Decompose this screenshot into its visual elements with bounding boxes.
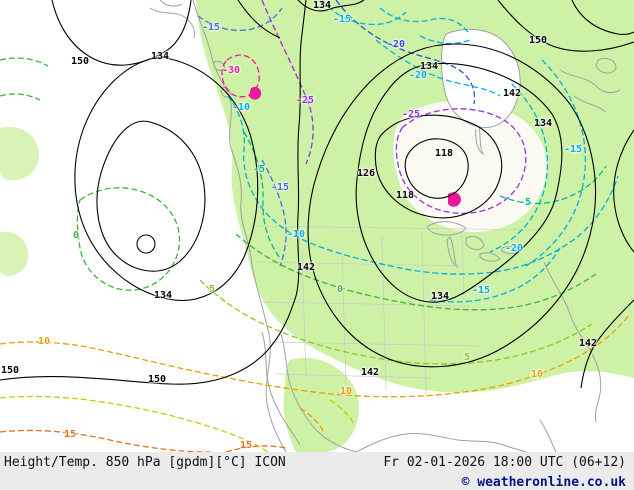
temp-contour--15-blue-a (197, 7, 283, 32)
coastline-mexico-west (280, 333, 357, 452)
coastline-baja-west (265, 355, 287, 452)
coastline-florida (539, 419, 557, 452)
coastline-east (543, 261, 602, 423)
shading-hole-pale (393, 100, 547, 232)
temp-contour--20-cyan-a (375, 39, 501, 97)
footer-copyright-row: © weatheronline.co.uk (0, 470, 634, 490)
temp-contour--5a (243, 131, 281, 259)
temp-contour-0-spiral (76, 187, 181, 291)
border-us-canada (249, 225, 541, 231)
temp-contour--15-blue-b (261, 159, 287, 267)
border-v2 (341, 251, 347, 386)
height-contour-126 (374, 114, 503, 219)
border-h3 (267, 341, 481, 347)
temp-blob--30b (448, 192, 461, 207)
border-h1 (257, 261, 461, 267)
temp-contour-yellow (0, 395, 269, 452)
map-title: Height/Temp. 850 hPa [gpdm][°C] ICON (4, 455, 286, 470)
weather-map: 150 150 150 150 142 142 142 142 134 134 134 134 134 1… (0, 0, 634, 452)
footer-caption-row: Height/Temp. 850 hPa [gpdm][°C] ICON Fr … (0, 452, 634, 470)
island-newfoundland (595, 57, 617, 74)
border-v4 (421, 231, 427, 397)
temp-contour--15-cyan-a (321, 0, 407, 26)
temp-contour-10 (0, 313, 631, 398)
temp-contour-5 (199, 279, 593, 365)
hudson-bay (440, 28, 521, 128)
coastline-stlawrence-1 (559, 69, 621, 94)
border-h4 (275, 373, 431, 379)
temp-blob--30a (249, 86, 262, 100)
border-v5 (461, 231, 465, 301)
temp-contour--15-cyan-b (525, 59, 586, 267)
temp-contour--15-cyan-c (429, 247, 561, 303)
temp-shading (0, 0, 634, 452)
border-v1 (301, 249, 307, 379)
copyright-link[interactable]: © weatheronline.co.uk (461, 475, 626, 490)
border-h2 (261, 301, 471, 307)
coastline-alaska-1 (149, 7, 195, 39)
temp-contour-15b (225, 445, 287, 452)
coastline-alaska-2 (159, 0, 183, 7)
island-1 (213, 61, 225, 71)
james-bay (475, 126, 485, 156)
coastline-stlawrence-2 (573, 95, 607, 113)
coastlines (149, 0, 621, 452)
temp-contour--25b (395, 108, 527, 214)
temp-squiggle-orange-mx (299, 407, 325, 433)
lake-huron (465, 235, 485, 251)
height-contour-134-center (136, 234, 156, 254)
height-contour-118 (404, 138, 469, 199)
shading-speckle-mexico (283, 358, 359, 452)
coastline-gulf (355, 433, 527, 452)
height-contour-134-main (355, 62, 563, 303)
height-contour-134-ring-outer (74, 56, 259, 302)
temp-squiggle-yellow-mx (329, 399, 355, 425)
temp-contour-15a (0, 429, 211, 452)
height-contour-150-ne (497, 0, 634, 52)
map-canvas (0, 0, 634, 452)
height-contour-142-se (580, 299, 634, 389)
height-contour-142-loop (307, 43, 597, 368)
temp-contour-0-line (235, 233, 597, 311)
shading-patch-west-2 (0, 231, 29, 276)
temp-squiggle-cyan-1 (379, 7, 469, 33)
border-v3 (381, 235, 387, 391)
lake-erie (479, 252, 501, 262)
height-contour-134-top (297, 0, 365, 12)
height-contour-134-ring-mid (96, 120, 206, 272)
lake-superior (427, 221, 467, 236)
height-contour-150-nw (51, 0, 192, 66)
map-footer: Height/Temp. 850 hPa [gpdm][°C] ICON Fr … (0, 452, 634, 490)
temp-squiggle-cyan-2 (419, 35, 471, 45)
coastline-baja-peninsula (261, 331, 301, 446)
temp-contour--20-blue (335, 0, 476, 105)
height-contour-extra-2 (571, 0, 634, 35)
shading-patch-west-1 (0, 126, 39, 181)
temp-squiggle-green-2 (0, 93, 41, 101)
temp-contour--20-cyan-b (489, 83, 549, 253)
temp-squiggle-green-1 (0, 57, 49, 67)
temp-contour--5b (499, 165, 607, 205)
state-borders (249, 225, 541, 397)
height-contours (0, 0, 634, 389)
lake-michigan (446, 236, 459, 269)
height-contour-150-sw (0, 0, 307, 385)
height-contour-extra-3 (613, 129, 634, 253)
temp-contour--25a (261, 0, 314, 165)
map-datetime: Fr 02-01-2026 18:00 UTC (06+12) (383, 455, 626, 470)
height-contour-extra-1 (237, 0, 281, 39)
